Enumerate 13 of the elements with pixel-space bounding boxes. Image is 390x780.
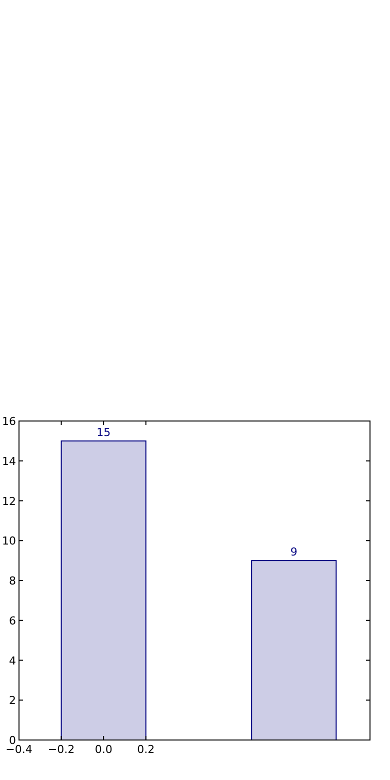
- y-tick-label: 10: [2, 534, 16, 548]
- y-tick-label: 6: [9, 614, 16, 628]
- y-tick-label: 4: [9, 654, 16, 668]
- y-tick-label: 12: [2, 494, 16, 508]
- data-label: 15: [96, 426, 111, 439]
- x-tick-label: −0.2: [48, 743, 75, 756]
- y-tick-label: 16: [2, 415, 16, 428]
- data-label: 9: [290, 546, 298, 559]
- x-tick-label: 0.2: [137, 743, 155, 756]
- y-tick-label: 2: [9, 694, 16, 708]
- y-tick-label: 8: [9, 574, 16, 588]
- y-tick-label: 14: [2, 454, 16, 468]
- x-tick-label: 0.0: [94, 743, 112, 756]
